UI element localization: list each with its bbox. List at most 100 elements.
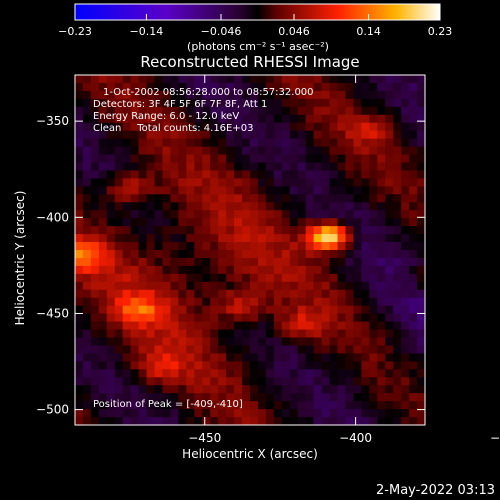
heatmap-cell [289, 146, 299, 156]
heatmap-cell [281, 417, 291, 425]
heatmap-cell [242, 393, 251, 402]
heatmap-cell [82, 218, 92, 227]
heatmap-cell [313, 257, 323, 267]
heatmap-cell [90, 218, 100, 227]
heatmap-cell [321, 146, 331, 156]
heatmap-cell [122, 297, 132, 307]
heatmap-cell [226, 130, 235, 140]
heatmap-cell [226, 98, 235, 108]
heatmap-cell [409, 369, 418, 378]
heatmap-cell [194, 385, 203, 394]
heatmap-cell [162, 345, 172, 355]
heatmap-cell [281, 194, 291, 203]
heatmap-cell [186, 242, 195, 251]
heatmap-cell [154, 186, 164, 195]
heatmap-cell [289, 361, 299, 370]
heatmap-cell [329, 329, 339, 339]
heatmap-cell [329, 75, 339, 84]
heatmap-cell [194, 393, 203, 402]
heatmap-cell [289, 313, 299, 323]
heatmap-cell [226, 226, 235, 235]
heatmap-cell [289, 417, 299, 425]
heatmap-cell [297, 90, 307, 100]
heatmap-cell [257, 281, 267, 291]
heatmap-cell [234, 98, 243, 108]
heatmap-cell [385, 130, 394, 140]
heatmap-cell [329, 226, 339, 235]
heatmap-cell [393, 178, 402, 187]
heatmap-cell [281, 369, 291, 378]
heatmap-cell [98, 281, 108, 291]
heatmap-cell [305, 170, 315, 180]
heatmap-cell [257, 393, 267, 402]
heatmap-cell [218, 178, 227, 187]
heatmap-cell [401, 154, 410, 164]
heatmap-cell [122, 146, 132, 156]
heatmap-cell [409, 90, 418, 100]
heatmap-cell [234, 369, 243, 378]
heatmap-cell [194, 82, 203, 92]
heatmap-cell [122, 265, 132, 275]
x-tick-label: −450 [188, 431, 221, 445]
heatmap-cell [409, 377, 418, 386]
heatmap-cell [401, 337, 410, 347]
heatmap-cell [281, 305, 291, 315]
heatmap-cell [337, 353, 347, 362]
heatmap-cell [210, 313, 219, 323]
heatmap-cell [377, 313, 386, 323]
heatmap-cell [90, 106, 100, 116]
heatmap-cell [122, 377, 132, 386]
heatmap-cell [250, 114, 259, 124]
heatmap-cell [337, 178, 347, 187]
heatmap-cell [202, 305, 211, 315]
heatmap-cell [226, 90, 235, 100]
heatmap-cell [289, 234, 299, 243]
heatmap-cell [98, 218, 108, 227]
heatmap-cell [106, 393, 116, 402]
heatmap-cell [210, 194, 219, 203]
heatmap-cell [321, 313, 331, 323]
heatmap-cell [138, 329, 148, 339]
heatmap-cell [234, 218, 243, 227]
heatmap-cell [154, 210, 164, 219]
heatmap-cell [106, 353, 116, 362]
heatmap-cell [242, 202, 251, 211]
heatmap-cell [353, 305, 362, 315]
heatmap-cell [75, 234, 84, 243]
heatmap-cell [297, 250, 307, 259]
heatmap-cell [250, 297, 259, 307]
heatmap-cell [82, 194, 92, 203]
heatmap-cell [186, 297, 195, 307]
heatmap-cell [321, 409, 331, 418]
heatmap-cell [218, 202, 227, 211]
heatmap-cell [369, 409, 378, 418]
heatmap-cell [130, 130, 140, 140]
heatmap-cell [154, 202, 164, 211]
heatmap-cell [281, 130, 291, 140]
heatmap-cell [234, 297, 243, 307]
heatmap-cell [337, 90, 347, 100]
heatmap-cell [313, 377, 323, 386]
heatmap-cell [417, 98, 425, 108]
heatmap-cell [90, 82, 100, 92]
heatmap-cell [250, 154, 259, 164]
heatmap-cell [210, 138, 219, 148]
heatmap-cell [273, 130, 283, 140]
heatmap-cell [146, 281, 156, 291]
heatmap-cell [75, 90, 84, 100]
heatmap-cell [385, 210, 394, 219]
heatmap-cell [353, 417, 362, 425]
heatmap-cell [289, 242, 299, 251]
x-tick-label: −350 [490, 431, 500, 445]
heatmap-cell [242, 226, 251, 235]
heatmap-cell [122, 417, 132, 425]
heatmap-cell [281, 345, 291, 355]
heatmap-cell [385, 361, 394, 370]
heatmap-cell [393, 289, 402, 299]
heatmap-cell [377, 265, 386, 275]
heatmap-cell [242, 361, 251, 370]
heatmap-cell [369, 210, 378, 219]
heatmap-cell [75, 250, 84, 259]
heatmap-cell [250, 242, 259, 251]
heatmap-cell [417, 178, 425, 187]
